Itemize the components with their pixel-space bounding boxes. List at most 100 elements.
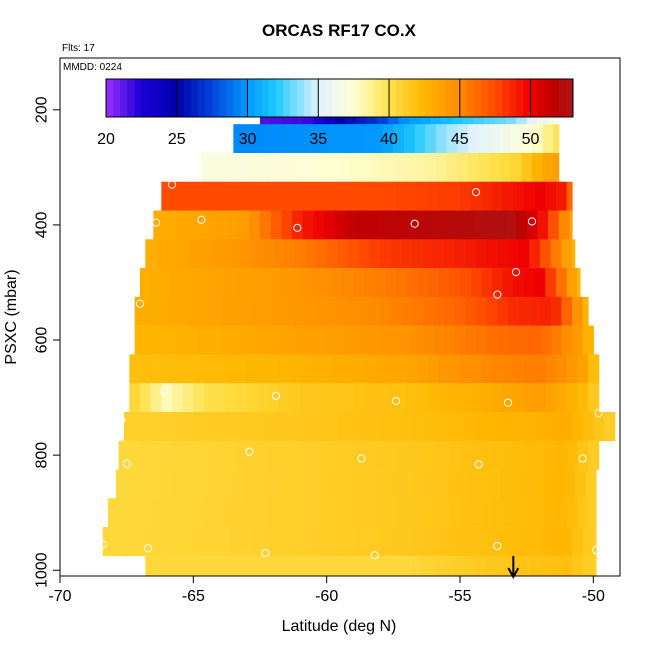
heatmap-cell [289,498,301,528]
heatmap-cell [180,469,192,499]
heatmap-cell [369,296,381,326]
heatmap-cell [454,555,466,576]
heatmap-cell [374,354,386,384]
sample-point [594,409,603,418]
heatmap-cell [374,181,386,211]
heatmap-cell [214,498,226,528]
heatmap-cell [268,354,280,384]
heatmap-cell [537,210,549,240]
heatmap-cell [585,469,597,499]
heatmap-cell [449,498,461,528]
heatmap-cell [254,469,266,499]
heatmap-cell [140,383,152,413]
heatmap-cell [497,296,509,326]
heatmap-cell [198,296,210,326]
heatmap-cell [513,354,525,384]
plot-frame [59,57,621,577]
colorbar-tick-label: 25 [168,131,186,148]
heatmap-cell [396,498,408,528]
heatmap-cell [161,354,173,384]
colorbar-swatch [452,79,461,117]
heatmap-cell [337,325,349,355]
heatmap-cell [534,268,546,298]
heatmap-cell [241,325,253,355]
heatmap-cell [529,296,541,326]
heatmap-cell [284,527,296,557]
heatmap-cell [326,296,338,326]
heatmap-cell [265,152,277,183]
heatmap-cell [310,354,322,384]
heatmap-cell [593,555,597,576]
heatmap-cell [566,440,578,470]
heatmap-cell [502,181,514,211]
heatmap-cell [465,527,477,557]
heatmap-cell [534,181,546,211]
heatmap-cell [470,181,482,211]
heatmap-cell [273,239,285,269]
heatmap-cell [457,469,469,499]
heatmap-cell [289,181,301,211]
heatmap-cell [310,498,322,528]
heatmap-cell [310,268,322,298]
heatmap-cell [246,498,258,528]
heatmap-cell [572,527,584,557]
heatmap-cell [476,325,488,355]
date-label: MMDD: 0224 [63,62,122,73]
heatmap-cell [316,325,328,355]
heatmap-cell [318,124,330,154]
heatmap-cell [545,268,557,298]
heatmap-cell [582,296,589,326]
colorbar-swatch [367,79,376,117]
heatmap-cell [337,555,349,576]
colorbar-swatch [396,79,404,117]
heatmap-cell [326,239,338,269]
heatmap-cell [425,469,437,499]
colorbar-swatch [523,79,532,117]
sample-point [527,217,537,226]
heatmap-cell [406,383,418,413]
heatmap-cell [534,498,546,528]
heatmap-cell [492,440,504,470]
heatmap-cell [198,411,210,442]
heatmap-cell [502,498,514,528]
colorbar-swatch [318,79,326,117]
heatmap-cell [177,296,189,326]
heatmap-cell [300,440,312,470]
heatmap-cell [561,555,573,576]
heatmap-cell [572,325,584,355]
colorbar-swatch [205,79,213,117]
colorbar-swatch [162,79,171,117]
heatmap-cell [348,411,360,442]
heatmap-cell [161,440,173,470]
heatmap-cell [361,152,373,183]
colorbar-swatch [197,79,206,117]
heatmap-cell [204,498,216,528]
heatmap-cell [358,411,370,442]
heatmap-cell [145,296,157,326]
colorbar-swatch [219,79,227,117]
heatmap-cell [412,239,424,269]
x-tick-label: -65 [182,588,205,605]
heatmap-cell [492,498,504,528]
heatmap-cell [588,354,600,384]
heatmap-cell [556,498,568,528]
heatmap-cell [409,210,421,240]
heatmap-cell [166,325,178,355]
y-axis: 200 400 600 800 1000 [34,96,60,588]
heatmap-cell [478,469,490,499]
colorbar-tick-label: 40 [380,131,398,148]
heatmap-cell [284,555,296,576]
heatmap-cell [230,239,242,269]
heatmap-cell [532,469,544,499]
colorbar-swatch [530,79,539,117]
heatmap-cell [182,354,194,384]
heatmap-cell [145,527,157,557]
heatmap-cell [545,498,557,528]
heatmap-cell [321,440,333,470]
heatmap-cell [524,498,536,528]
heatmap-cell [454,527,466,557]
heatmap-cell [230,296,242,326]
heatmap-cell [350,152,362,183]
heatmap-cell [188,555,200,576]
heatmap-cell [382,469,394,499]
